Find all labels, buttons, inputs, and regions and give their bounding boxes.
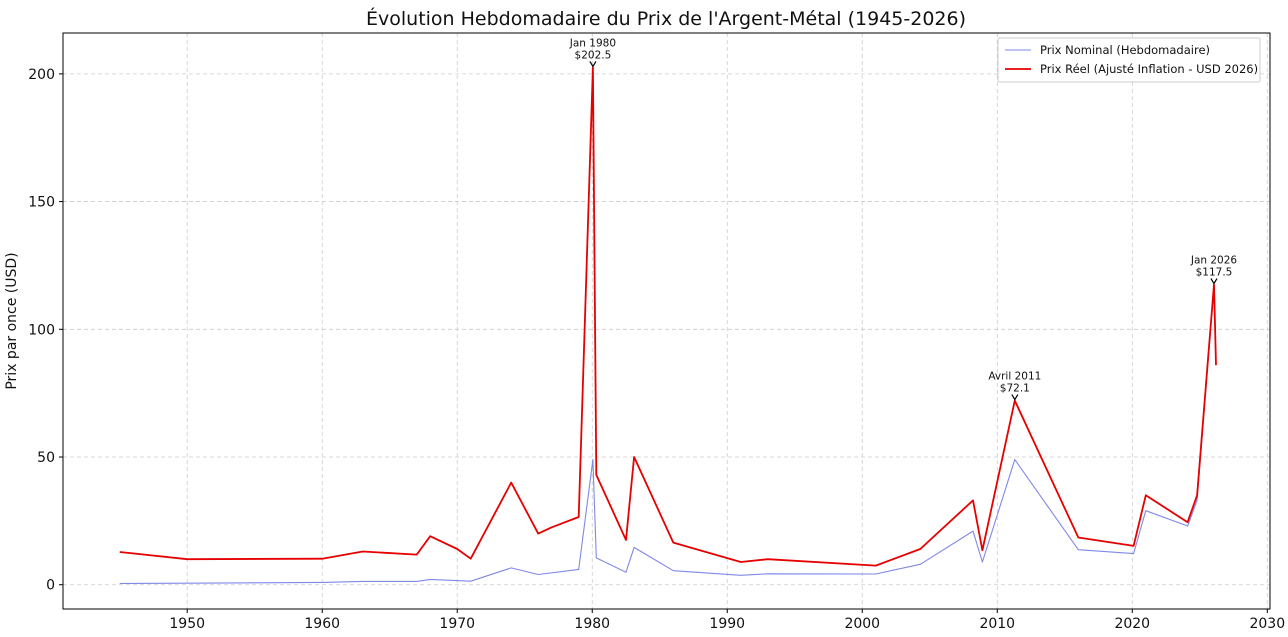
series-line-real [119, 66, 1217, 567]
legend-label-nominal: Prix Nominal (Hebdomadaire) [1040, 43, 1210, 57]
x-tick-label: 1980 [574, 616, 610, 632]
y-tick-label: 150 [28, 195, 55, 211]
y-tick-label: 0 [46, 578, 55, 594]
legend: Prix Nominal (Hebdomadaire) Prix Réel (A… [997, 37, 1261, 83]
ticks: 1950 1960 1970 1980 1990 2000 2010 2020 2030 0 50 1… [28, 67, 1285, 632]
x-tick-label: 1960 [304, 616, 340, 632]
y-tick-label: 50 [37, 450, 55, 466]
annotation-value: $117.5 [1196, 267, 1233, 279]
annotation-arrow [1011, 394, 1019, 401]
y-tick-label: 100 [28, 322, 55, 338]
plot-frame [62, 32, 1271, 610]
series-line-nominal [119, 284, 1217, 585]
y-tick-label: 200 [28, 67, 55, 83]
x-tick-label: 2010 [979, 616, 1015, 632]
chart-title: Évolution Hebdomadaire du Prix de l'Arge… [366, 7, 966, 30]
x-tick-label: 1950 [169, 616, 205, 632]
annotation-arrow [589, 61, 597, 68]
series-layer [119, 66, 1217, 585]
annotation-value: $72.1 [1000, 383, 1030, 395]
x-tick-label: 1970 [439, 616, 475, 632]
annotations: Jan 1980$202.5 Avril 2011$72.1 Jan 2026$11… [569, 37, 1238, 401]
legend-box [997, 37, 1261, 83]
annotation-date: Jan 1980 [569, 37, 616, 49]
annotation-date: Jan 2026 [1190, 255, 1238, 267]
x-tick-label: 2030 [1249, 616, 1285, 632]
annotation-date: Avril 2011 [988, 371, 1041, 383]
annotation-arrow [1210, 278, 1218, 285]
x-tick-label: 2020 [1114, 616, 1150, 632]
y-axis-label: Prix par once (USD) [4, 252, 20, 389]
grid [63, 33, 1270, 609]
legend-label-real: Prix Réel (Ajusté Inflation - USD 2026) [1040, 62, 1258, 76]
annotation-value: $202.5 [575, 49, 612, 61]
x-tick-label: 2000 [844, 616, 880, 632]
x-tick-label: 1990 [709, 616, 745, 632]
